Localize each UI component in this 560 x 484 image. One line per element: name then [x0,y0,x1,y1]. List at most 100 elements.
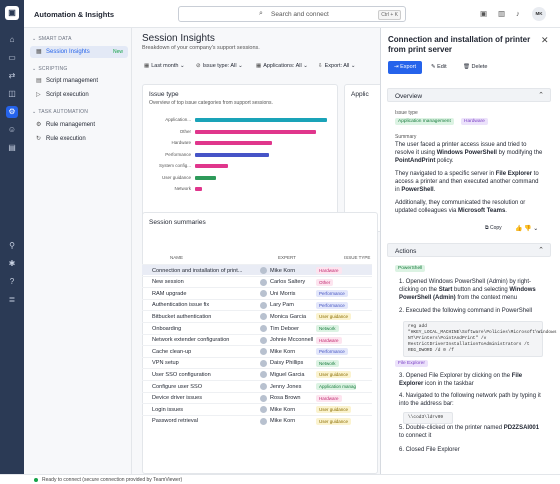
tag-file-explorer: File Explorer [395,360,428,367]
page-subtitle: Breakdown of your company's support sess… [142,45,260,51]
expert-name: Carlos Saltery [270,279,306,286]
apps-icon[interactable]: ▥ [498,9,506,18]
issue-type-badge: Hardware [316,336,342,344]
table-row[interactable]: New session Carlos Saltery Other [142,275,372,287]
expert-avatar [260,313,267,321]
chart-bar[interactable] [195,164,228,168]
section-task-automation[interactable]: ⌄ TASK AUTOMATION [32,109,89,115]
chart-category-label: System config... [158,163,191,168]
sidebar-item-rule-execution[interactable]: ↻ Rule execution [36,136,86,142]
table-row[interactable]: VPN setup Daisy Phillips Network [142,356,372,368]
actions-accordion[interactable]: Actions ⌃ [387,243,551,257]
column-issue-type[interactable]: ISSUE TYPE [344,255,371,260]
clipboard-icon[interactable]: ▣ [480,9,488,18]
table-row[interactable]: Configure user SSO Jenny Jones Application… [142,380,372,391]
chart-category-label: Hardware [171,140,191,145]
chart-bar[interactable] [195,129,317,134]
search-input[interactable]: ⌕ Search and connect Ctrl + K [178,6,406,22]
connect-icon[interactable]: ⇄ [8,71,16,80]
overview-accordion[interactable]: Overview ⌃ [387,88,551,102]
table-row[interactable]: Connection and installation of print... M… [142,264,372,275]
session-name: Authentication issue fix [152,302,210,309]
expert-name: Rosa Brown [270,395,301,402]
network-path[interactable]: \\cod3\ldrv09 [403,412,453,424]
section-scripting[interactable]: ⌄ SCRIPTING [32,66,68,72]
chart-bar[interactable] [195,152,269,157]
delete-button[interactable]: 🗑 Delete [463,64,488,70]
search-placeholder: Search and connect [271,11,329,18]
chart-bar[interactable] [195,175,217,180]
section-smart-data[interactable]: ⌄ SMART DATA [32,36,72,42]
reports-icon[interactable]: ▤ [8,143,16,152]
bell-icon[interactable]: ♪ [516,9,520,18]
chevron-up-icon: ⌃ [538,92,544,99]
table-row[interactable]: Bitbucket authentication Monica Garcia Use… [142,310,372,321]
table-row[interactable]: Network extender configuration Johnie Mcc… [142,333,372,345]
table-row[interactable]: Password retrieval Mike Korn User guidance [142,414,372,426]
table-row[interactable]: Cache clean-up Mike Korn Performance [142,345,372,356]
table-row[interactable]: User SSO configuration Miguel Garcia User … [142,368,372,379]
insights-icon[interactable]: ⚙ [6,106,18,118]
filter-export[interactable]: ⇩ Export: All ⌄ [318,63,356,69]
session-name: Bitbucket authentication [152,313,212,320]
teamviewer-logo[interactable]: ▣ [5,6,19,20]
user-avatar[interactable]: MK [532,7,546,21]
session-name: Onboarding [152,325,182,332]
sidebar-item-script-management[interactable]: ▤ Script management [36,78,99,84]
action-step-2: 2. Executed the following command in Pow… [399,308,533,314]
expert-name: Mike Korn [270,406,296,413]
summary-text-1: The user faced a printer access issue an… [395,142,543,164]
session-name: Network extender configuration [152,337,230,344]
table-row[interactable]: Authentication issue fix Lary Pam Performa… [142,298,372,310]
column-name[interactable]: NAME [170,255,184,260]
issue-type-badge: Performance [316,290,348,298]
execution-icon: ↻ [36,136,42,142]
monitor-icon[interactable]: ◫ [8,89,16,98]
table-row[interactable]: RAM upgrade Uni Morris Performance [142,287,372,298]
sidebar-item-session-insights[interactable]: ▦ Session Insights New [30,46,128,58]
sidebar-item-script-execution[interactable]: ▷ Script execution [36,92,89,98]
issue-type-badge: User guidance [316,371,352,379]
issue-type-badge: Other [316,278,334,286]
filter-issue-type[interactable]: ⊘ Issue type: All ⌄ [196,63,243,69]
help-icon[interactable]: ? [9,277,15,286]
action-step-3: 3. Opened File Explorer by clicking on t… [399,373,523,387]
expert-avatar [260,290,267,298]
home-icon[interactable]: ⌂ [9,35,15,44]
expert-avatar [260,406,267,414]
rule-icon: ⚙ [36,122,42,128]
detail-panel: Connection and installation of printer f… [380,28,560,474]
table-row[interactable]: Device driver issues Rosa Brown Hardware [142,391,372,403]
users-icon[interactable]: ☺ [7,125,17,134]
collapse-icon[interactable]: ≣ [8,295,16,304]
session-name: User SSO configuration [152,371,211,378]
thumbs-icons[interactable]: 👍 👎 ⌄ [515,226,539,232]
filter-date[interactable]: ▦ Last month ⌄ [144,63,185,69]
table-title: Session summaries [149,219,206,226]
filter-applications[interactable]: ▦ Applications: All ⌄ [256,63,308,69]
issue-type-badge: Hardware [316,267,342,274]
link-icon[interactable]: ⚲ [9,241,15,250]
close-icon[interactable]: ✕ [541,35,549,45]
chart-bar[interactable] [195,118,327,122]
action-step-1: 1. Opened Windows PowerShell (Admin) by … [399,279,536,301]
sidebar-item-rule-management[interactable]: ⚙ Rule management [36,122,96,128]
edit-button[interactable]: ✎ Edit [431,64,447,70]
navigation-rail: ▣ ⌂ ▭ ⇄ ◫ ⚙ ☺ ▤ ⚲ ✱ ? ≣ [0,0,24,484]
chart-bar[interactable] [195,141,272,145]
tag-powershell: PowerShell [395,265,426,272]
devices-icon[interactable]: ▭ [8,53,16,62]
table-row[interactable]: Login issues Mike Korn User guidance [142,403,372,414]
status-bar: Ready to connect (secure connection prov… [0,474,560,484]
export-button[interactable]: ⇥ Export [388,61,422,74]
tag-hardware: Hardware [461,118,488,125]
settings-icon[interactable]: ✱ [8,259,16,268]
powershell-command[interactable]: reg add "HKEY_LOCAL_MACHINE\Software\Pol… [403,321,557,357]
new-badge: New [112,49,123,55]
tag-icon: ⊘ [196,63,201,69]
chart-category-label: User guidance [161,174,191,180]
table-row[interactable]: Onboarding Tim Deboer Network [142,322,372,333]
copy-button[interactable]: ⧉ Copy [485,225,502,231]
chart-bar[interactable] [195,187,202,191]
column-expert[interactable]: EXPERT [278,255,296,260]
